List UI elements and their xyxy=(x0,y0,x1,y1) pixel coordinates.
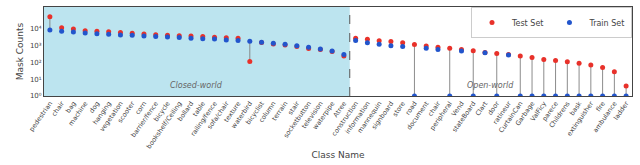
svg-text:Closed-world: Closed-world xyxy=(170,81,223,90)
svg-text:table: table xyxy=(191,100,207,118)
svg-text:CurtainCan: CurtainCan xyxy=(497,100,524,134)
svg-text:ladder: ladder xyxy=(612,100,631,122)
svg-text:bollard: bollard xyxy=(176,100,195,123)
svg-text:Class Name: Class Name xyxy=(311,150,365,160)
svg-text:document: document xyxy=(405,100,431,132)
svg-text:waterbird: waterbird xyxy=(230,100,254,130)
svg-text:Atree: Atree xyxy=(332,100,349,119)
svg-text:pedestrian: pedestrian xyxy=(28,100,55,133)
svg-text:Mask Counts: Mask Counts xyxy=(15,22,25,80)
svg-text:parece: parece xyxy=(541,100,560,123)
svg-text:10⁰: 10⁰ xyxy=(30,92,42,100)
svg-text:stateBoard: stateBoard xyxy=(451,100,478,134)
svg-text:television: television xyxy=(300,100,325,130)
svg-text:Garbage: Garbage xyxy=(514,100,537,127)
svg-text:mannequin: mannequin xyxy=(356,100,384,135)
svg-text:column: column xyxy=(257,100,277,124)
svg-text:construction: construction xyxy=(330,100,360,138)
svg-text:information: information xyxy=(344,100,372,135)
svg-text:texture: texture xyxy=(222,100,242,124)
svg-text:10¹: 10¹ xyxy=(30,76,42,84)
svg-text:hanging: hanging xyxy=(91,100,113,126)
svg-text:10⁴: 10⁴ xyxy=(30,25,42,33)
svg-text:waterpipe: waterpipe xyxy=(311,100,336,131)
svg-text:bicyclist: bicyclist xyxy=(244,100,266,127)
svg-text:extinguisher: extinguisher xyxy=(565,100,595,138)
svg-text:chair: chair xyxy=(50,100,66,118)
svg-text:Train Set: Train Set xyxy=(588,19,624,28)
svg-text:scooter: scooter xyxy=(116,100,137,125)
svg-text:door: door xyxy=(486,100,501,117)
svg-text:bookshelf/Ceiling: bookshelf/Ceiling xyxy=(145,100,184,150)
svg-text:machine: machine xyxy=(67,100,90,127)
svg-text:ratineur: ratineur xyxy=(491,100,513,126)
svg-text:Vend: Vend xyxy=(450,100,466,118)
svg-text:barrier/fence: barrier/fence xyxy=(129,100,160,139)
svg-text:Open-world: Open-world xyxy=(467,81,514,90)
svg-text:Childrens: Childrens xyxy=(548,99,572,129)
svg-text:signboard: signboard xyxy=(370,100,395,131)
svg-text:chair: chair xyxy=(426,100,442,118)
svg-text:dog: dog xyxy=(88,100,102,115)
svg-text:bag: bag xyxy=(64,100,78,115)
svg-text:sofa/chair: sofa/chair xyxy=(206,100,231,131)
svg-text:Clart: Clart xyxy=(474,100,490,118)
svg-text:fire: fire xyxy=(594,100,607,113)
svg-text:railing/fence: railing/fence xyxy=(189,100,219,138)
svg-text:store: store xyxy=(391,100,407,118)
svg-text:ValFicy: ValFicy xyxy=(529,100,548,123)
svg-text:10³: 10³ xyxy=(30,42,42,50)
svg-text:bicycle: bicycle xyxy=(152,100,172,123)
svg-text:bask: bask xyxy=(568,100,583,117)
svg-text:10²: 10² xyxy=(30,59,42,67)
svg-text:vegetation: vegetation xyxy=(98,100,125,133)
svg-text:corn: corn xyxy=(134,100,149,116)
svg-text:Test Set: Test Set xyxy=(511,19,543,28)
svg-text:stair: stair xyxy=(286,100,301,117)
svg-text:ambulance: ambulance xyxy=(591,100,618,134)
svg-text:terrain: terrain xyxy=(270,100,289,122)
svg-text:socketbutton: socketbutton xyxy=(282,100,313,139)
svg-text:road: road xyxy=(404,100,419,117)
svg-text:peripheral: peripheral xyxy=(428,100,454,132)
